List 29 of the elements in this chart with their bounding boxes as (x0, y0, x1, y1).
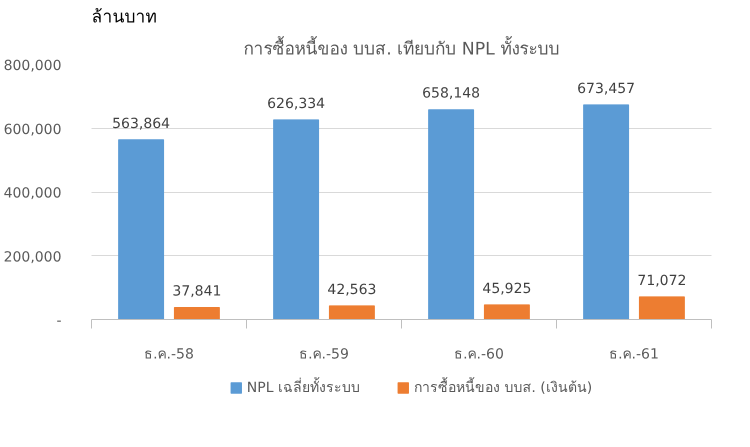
legend-label: การซื้อหนี้ของ บบส. (เงินต้น) (414, 376, 592, 398)
data-label: 37,841 (172, 283, 222, 300)
x-tick-label: ธ.ค.-61 (609, 346, 659, 362)
data-label: 658,148 (422, 86, 480, 102)
bar (328, 305, 375, 320)
data-label: 42,563 (327, 282, 376, 298)
x-tick-label: ธ.ค.-60 (454, 346, 504, 362)
bar (273, 119, 320, 320)
y-tick-label: 800,000 (4, 58, 62, 74)
y-tick-label: 600,000 (4, 122, 62, 138)
bar (484, 304, 530, 320)
y-tick-label: 200,000 (4, 249, 62, 266)
data-label: 45,925 (482, 280, 532, 297)
data-label: 673,457 (577, 80, 636, 97)
y-tick-label: 400,000 (4, 186, 62, 202)
data-label: 626,334 (267, 96, 326, 112)
data-label: 563,864 (112, 116, 170, 132)
x-tick-label: ธ.ค.-59 (299, 346, 349, 362)
y-tick-label: - (56, 313, 62, 329)
x-tick-label: ธ.ค.-58 (144, 346, 194, 362)
legend-label: NPL เฉลี่ยทั้งระบบ (246, 376, 360, 398)
data-label: 71,072 (637, 272, 686, 289)
y-axis-title: ล้านบาท (92, 8, 156, 28)
bar (174, 306, 220, 320)
bar (638, 296, 685, 320)
bar (583, 104, 630, 320)
chart-title: การซื้อหนี้ของ บบส. เทียบกับ NPL ทั้งระบบ (244, 36, 560, 60)
bar (118, 139, 164, 320)
bar (428, 109, 474, 320)
